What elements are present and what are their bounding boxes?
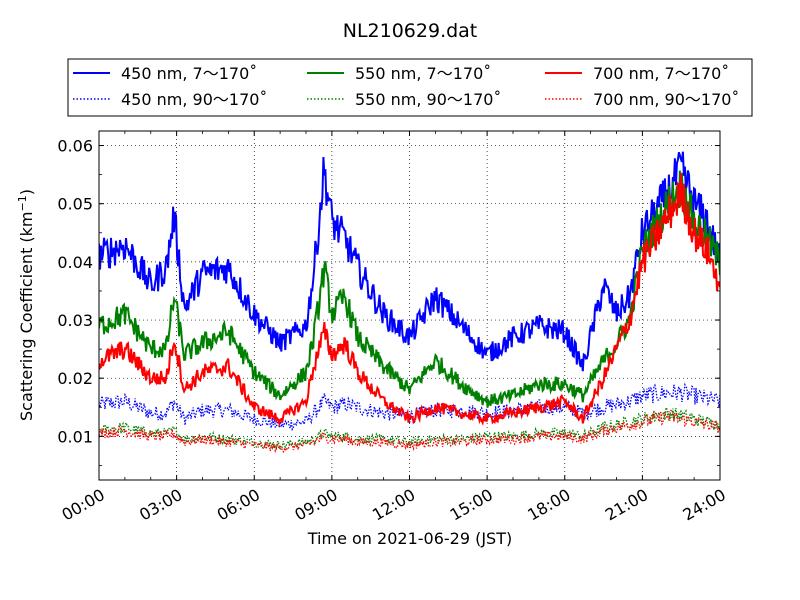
y-axis-label: Scattering Coefficient (km−1) bbox=[16, 189, 36, 421]
legend: 450 nm, 7～170˚ 550 nm, 7～170˚ 700 nm, 7～17… bbox=[67, 58, 753, 117]
y-tick-label: 0.02 bbox=[57, 369, 93, 388]
series-line-5 bbox=[99, 409, 720, 454]
series-group bbox=[99, 151, 720, 454]
legend-label-4: 550 nm, 90～170˚ bbox=[355, 90, 501, 109]
y-axis-label-main: Scattering Coefficient (km bbox=[17, 211, 36, 421]
y-axis-label-close: ) bbox=[17, 189, 36, 195]
y-tick-label: 0.04 bbox=[57, 253, 93, 272]
legend-label-0: 450 nm, 7～170˚ bbox=[121, 64, 257, 83]
legend-entries: 450 nm, 7～170˚ 550 nm, 7～170˚ 700 nm, 7～17… bbox=[73, 64, 739, 109]
x-axis-label: Time on 2021-06-29 (JST) bbox=[307, 529, 512, 548]
y-tick-label: 0.06 bbox=[57, 137, 93, 156]
legend-label-2: 700 nm, 7～170˚ bbox=[593, 64, 729, 83]
y-tick-label: 0.01 bbox=[57, 427, 93, 446]
series-line-0 bbox=[99, 151, 720, 372]
legend-label-1: 550 nm, 7～170˚ bbox=[355, 64, 491, 83]
y-tick-label: 0.05 bbox=[57, 195, 93, 214]
series-line-2 bbox=[99, 173, 720, 428]
chart-title: NL210629.dat bbox=[343, 20, 478, 42]
y-tick-label: 0.03 bbox=[57, 311, 93, 330]
legend-label-3: 450 nm, 90～170˚ bbox=[121, 90, 267, 109]
legend-frame bbox=[67, 58, 753, 117]
y-axis-label-superscript: −1 bbox=[16, 195, 29, 211]
legend-label-5: 700 nm, 90～170˚ bbox=[593, 90, 739, 109]
y-axis-ticks: 0.01 0.02 0.03 0.04 0.05 0.06 bbox=[57, 137, 720, 466]
plot-area: 00:00 03:00 06:00 09:00 12:00 15:00 18:00 21:00… bbox=[57, 130, 729, 525]
